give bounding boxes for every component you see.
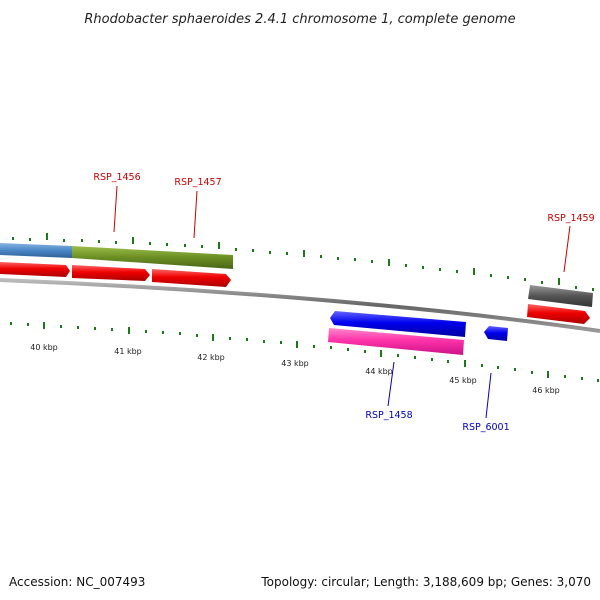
map-title: Rhodobacter sphaeroides 2.4.1 chromosome…: [84, 12, 515, 27]
cds-arrow-fwd-3[interactable]: [527, 304, 590, 324]
cds-arrow-rev-rsp-1458[interactable]: [330, 311, 466, 337]
gene-label-rsp-1456[interactable]: RSP_1456: [93, 172, 140, 183]
gene-label-rsp-1457[interactable]: RSP_1457: [174, 177, 221, 188]
scale-labels: 40 kbp 41 kbp 42 kbp 43 kbp 44 kbp 45 kb…: [30, 343, 560, 395]
gene-label-rsp-1458[interactable]: RSP_1458: [365, 410, 412, 421]
reverse-cds-track: [328, 311, 508, 355]
scale-label-43: 43 kbp: [281, 359, 309, 368]
scale-label-40: 40 kbp: [30, 343, 58, 352]
scale-label-44: 44 kbp: [365, 367, 393, 376]
gene-label-lines: [113, 185, 571, 419]
cog-bar-grey: [528, 285, 593, 307]
cds-arrow-fwd-2[interactable]: [152, 269, 231, 287]
genome-backbone: [0, 278, 600, 333]
leader-line-rsp-1456: [113, 185, 118, 233]
scale-label-45: 45 kbp: [449, 376, 477, 385]
cds-arrow-rev-rsp-6001[interactable]: [484, 326, 508, 341]
genome-summary-text: Topology: circular; Length: 3,188,609 bp…: [260, 575, 591, 589]
forward-cds-track: [0, 262, 590, 324]
leader-line-rsp-6001: [485, 372, 492, 419]
cog-bar-steelblue: [0, 243, 72, 258]
cds-arrow-fwd-0[interactable]: [0, 262, 70, 277]
gene-label-rsp-6001[interactable]: RSP_6001: [462, 422, 509, 433]
scale-label-41: 41 kbp: [114, 347, 142, 356]
leader-line-rsp-1459: [563, 225, 571, 273]
leader-line-rsp-1457: [193, 190, 198, 239]
gene-labels: RSP_1456 RSP_1457 RSP_1459 RSP_1458 RSP_…: [93, 172, 594, 433]
leader-line-rsp-1458: [387, 361, 395, 407]
scale-label-42: 42 kbp: [197, 353, 225, 362]
scale-label-46: 46 kbp: [532, 386, 560, 395]
gene-label-rsp-1459[interactable]: RSP_1459: [547, 213, 594, 224]
gene-bar-rev-rsp-1458[interactable]: [328, 328, 464, 355]
accession-text: Accession: NC_007493: [9, 575, 145, 589]
forward-tick-marks: [12, 233, 594, 291]
reverse-tick-marks: [10, 322, 599, 382]
cog-bar-olive: [72, 246, 233, 269]
cog-bars-forward: [0, 243, 593, 307]
cds-arrow-fwd-1[interactable]: [72, 265, 150, 281]
